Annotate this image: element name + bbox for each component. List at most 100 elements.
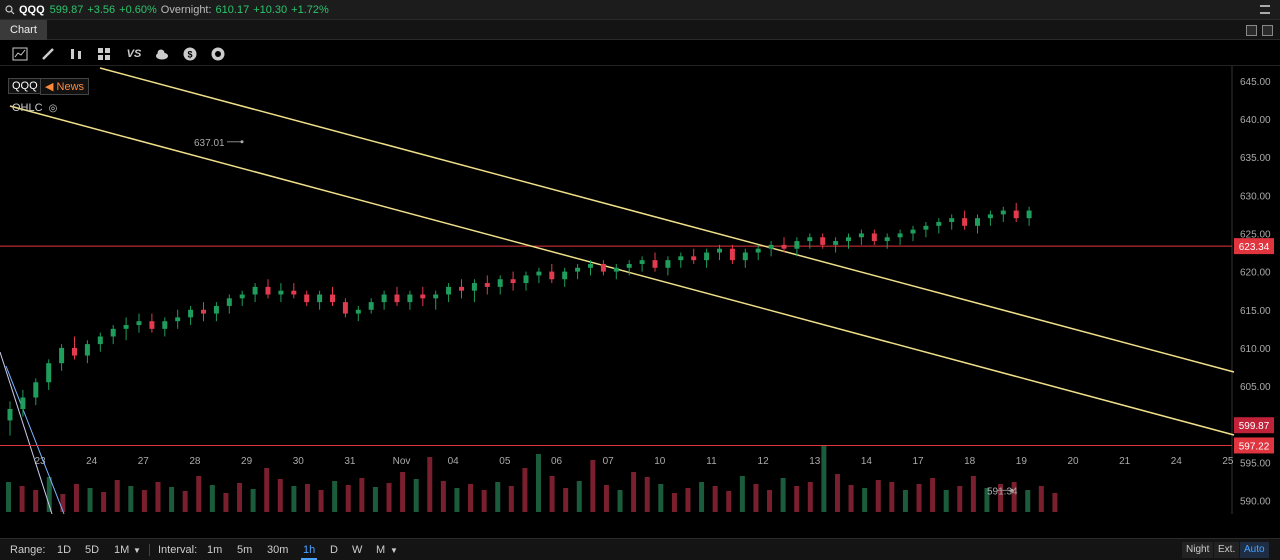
price-chart[interactable]: 590.00595.00600.00605.00610.00615.00620.…	[0, 66, 1280, 514]
chart-toolbar: VS $	[0, 41, 1280, 66]
level-price-tag	[1234, 238, 1274, 255]
annotation-dot	[240, 140, 244, 144]
candle-body	[394, 294, 400, 303]
interval-1m[interactable]: 1m	[207, 544, 223, 556]
candle-body	[858, 233, 864, 238]
candle-body	[665, 260, 671, 268]
volume-bar	[128, 486, 134, 512]
volume-bar	[644, 477, 650, 512]
legend-ohlc[interactable]: OHLC ◎	[12, 102, 57, 114]
volume-bar	[1011, 482, 1017, 512]
interval-dropdown-icon[interactable]: ▼	[390, 546, 398, 555]
candle-body	[213, 305, 219, 314]
trendline-steep	[0, 351, 53, 514]
candle-body	[820, 237, 826, 245]
dollar-icon[interactable]: $	[182, 46, 198, 62]
candle-body	[729, 248, 735, 261]
volume-bar	[60, 494, 66, 512]
minimize-icon[interactable]	[1246, 25, 1257, 36]
x-tick-label: 28	[189, 456, 201, 467]
search-icon[interactable]	[5, 4, 15, 15]
overnight-label: Overnight:	[160, 3, 212, 16]
interval-1h[interactable]: 1h	[303, 544, 316, 556]
tab-chart[interactable]: Chart	[0, 20, 47, 40]
volume-bar	[440, 481, 446, 512]
candle-body	[265, 286, 271, 295]
volume-bar	[875, 480, 881, 512]
lower-trendline[interactable]	[9, 105, 1235, 436]
x-tick-label: 04	[448, 456, 460, 467]
night-button[interactable]: Night	[1182, 542, 1214, 558]
candle-body	[910, 229, 916, 234]
volume-bar	[169, 487, 175, 512]
volume-bar	[916, 484, 922, 512]
candle-body	[33, 382, 39, 398]
interval-m[interactable]: M	[376, 544, 386, 556]
volume-bar	[821, 446, 827, 512]
candle-body	[201, 309, 206, 314]
eye-hidden-icon[interactable]: ◎	[48, 103, 58, 114]
candle-body	[330, 294, 335, 303]
annotation-label: 637.01	[194, 138, 225, 149]
legend-symbol[interactable]: QQQ	[8, 78, 42, 94]
range-1m[interactable]: 1M	[114, 544, 130, 556]
volume-bar	[277, 479, 283, 512]
studies-icon[interactable]	[68, 46, 84, 62]
drawing-pencil-icon[interactable]	[40, 46, 56, 62]
range-dropdown-icon[interactable]: ▼	[133, 546, 141, 555]
cloud-icon[interactable]	[154, 46, 170, 62]
chart-type-icon[interactable]	[12, 46, 28, 62]
interval-5m[interactable]: 5m	[237, 544, 253, 556]
last-price-tag	[1234, 417, 1274, 434]
candle-body	[768, 244, 774, 249]
trendline-steep	[5, 365, 65, 514]
y-tick-label: 625.00	[1240, 229, 1271, 240]
dividend-icon[interactable]	[210, 46, 226, 62]
volume-bar	[576, 481, 582, 512]
range-1d[interactable]: 1D	[57, 544, 72, 556]
annotation-label: 591.34	[987, 486, 1018, 497]
candle-body	[446, 286, 452, 295]
volume-bar	[536, 454, 541, 512]
maximize-icon[interactable]	[1262, 25, 1273, 36]
x-tick-label: 14	[861, 456, 873, 467]
candle-body	[484, 283, 490, 287]
interval-d[interactable]: D	[330, 544, 338, 556]
candle-body	[562, 271, 568, 280]
ext-button[interactable]: Ext.	[1214, 542, 1240, 558]
candle-body	[59, 347, 65, 364]
interval-w[interactable]: W	[352, 544, 363, 556]
x-tick-label: 24	[86, 456, 98, 467]
last-price-label: 599.87	[1239, 421, 1270, 432]
candle-body	[781, 244, 787, 249]
volume-bar	[848, 485, 854, 512]
candle-body	[20, 397, 26, 409]
candle-body	[1026, 210, 1032, 219]
auto-button[interactable]: Auto	[1240, 542, 1269, 558]
candle-body	[639, 260, 645, 264]
menu-icon[interactable]	[1260, 5, 1270, 14]
volume-bar	[372, 487, 378, 512]
candle-body	[755, 248, 761, 253]
volume-bar	[264, 468, 270, 512]
volume-bar	[902, 490, 908, 512]
interval-1h-underline	[301, 558, 317, 560]
ohlc-label: OHLC	[12, 102, 43, 114]
candle-body	[588, 263, 593, 268]
candle-body	[433, 294, 439, 299]
candle-body	[1000, 210, 1006, 215]
candle-body	[175, 317, 181, 322]
candle-body	[420, 294, 426, 299]
candle-body	[936, 222, 942, 226]
quote-symbol[interactable]: QQQ	[19, 3, 45, 16]
grid-layout-icon[interactable]	[96, 46, 112, 62]
volume-bar	[549, 476, 555, 512]
legend-news[interactable]: ◀ News	[40, 78, 90, 95]
range-5d[interactable]: 5D	[85, 544, 100, 556]
interval-30m[interactable]: 30m	[267, 544, 289, 556]
upper-trendline[interactable]	[99, 67, 1235, 373]
candle-body	[600, 263, 606, 272]
compare-vs-icon[interactable]: VS	[126, 48, 142, 60]
candle-body	[871, 233, 877, 242]
volume-bar	[712, 486, 718, 512]
